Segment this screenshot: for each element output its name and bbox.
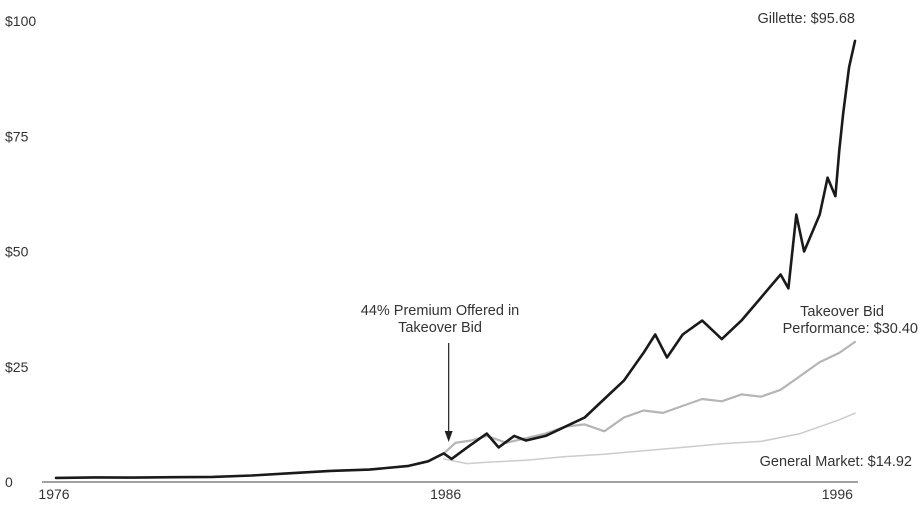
x-axis-ticks: 1976 1986 1996 [38, 486, 853, 502]
series-line-takeover-bid-performance [442, 340, 857, 455]
x-tick-label: 1986 [430, 486, 461, 502]
market-label: General Market: $14.92 [760, 454, 912, 470]
y-tick-label: $100 [5, 13, 36, 29]
premium-arrowhead [444, 431, 453, 442]
premium-label-line1: 44% Premium Offered in [361, 303, 520, 319]
y-tick-label: $75 [5, 128, 29, 144]
series-lines [54, 39, 857, 480]
series-line-general-market [443, 412, 856, 465]
y-tick-label: 0 [5, 474, 13, 490]
series-line-gillette [54, 39, 857, 480]
x-tick-label: 1976 [38, 486, 69, 502]
x-tick-label: 1996 [822, 486, 853, 502]
y-tick-label: $50 [5, 244, 29, 260]
y-tick-label: $25 [5, 359, 29, 375]
takeover-label-line2: Performance: $30.40 [783, 321, 918, 337]
gillette-label: Gillette: $95.68 [757, 11, 855, 27]
y-axis-ticks: 0 $25 $50 $75 $100 [5, 13, 36, 490]
premium-label-line2: Takeover Bid [398, 320, 482, 336]
takeover-label-line1: Takeover Bid [800, 304, 884, 320]
